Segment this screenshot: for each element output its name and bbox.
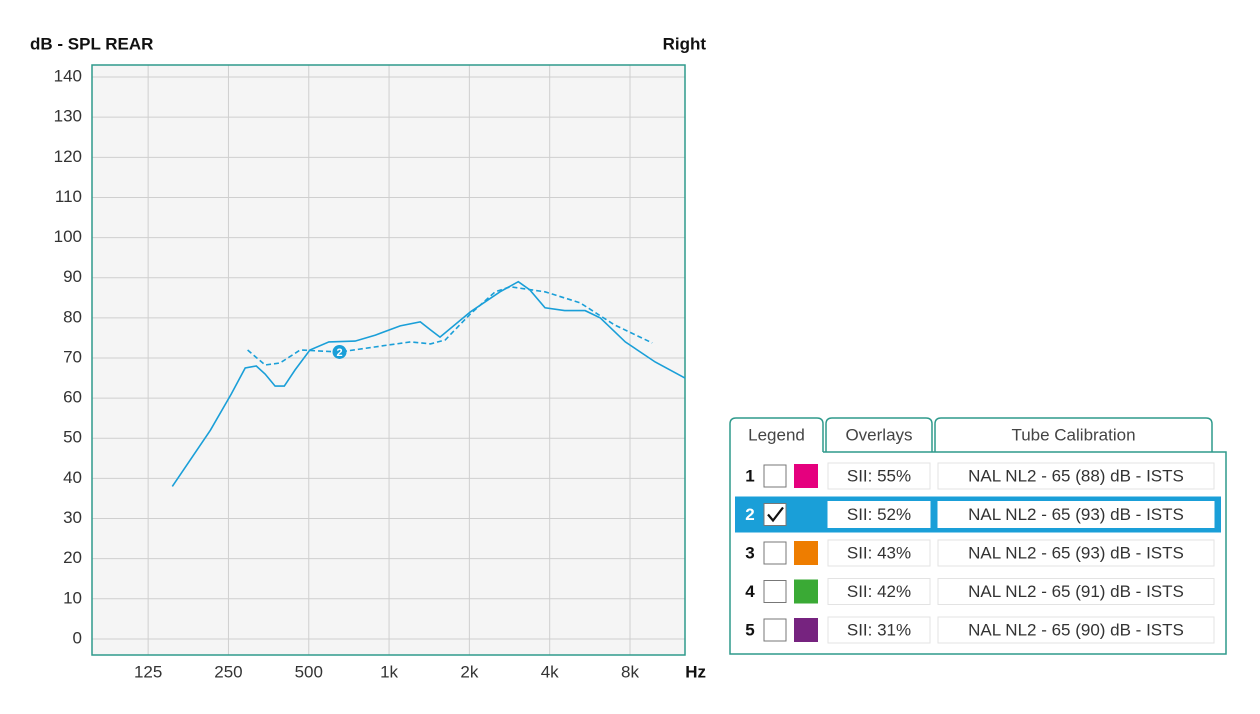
row-description: NAL NL2 - 65 (90) dB - ISTS <box>968 620 1184 639</box>
chart-title: dB - SPL REAR <box>30 34 153 53</box>
x-tick-label: 4k <box>541 662 559 681</box>
row-number: 2 <box>745 505 754 524</box>
row-description: NAL NL2 - 65 (88) dB - ISTS <box>968 466 1184 485</box>
row-description: NAL NL2 - 65 (91) dB - ISTS <box>968 582 1184 601</box>
sii-box <box>827 578 931 605</box>
row-number: 1 <box>745 466 754 485</box>
row-description: NAL NL2 - 65 (93) dB - ISTS <box>968 505 1184 524</box>
y-tick-label: 60 <box>63 388 82 407</box>
tab[interactable] <box>729 417 824 452</box>
checkbox[interactable] <box>763 464 787 488</box>
tab-label[interactable]: Legend <box>748 425 805 444</box>
y-tick-label: 90 <box>63 267 82 286</box>
tab[interactable] <box>825 417 933 452</box>
description-box <box>937 462 1215 490</box>
sii-text: SII: 31% <box>847 620 911 639</box>
row-number: 3 <box>745 543 754 562</box>
sii-box <box>827 501 931 528</box>
row-description: NAL NL2 - 65 (93) dB - ISTS <box>968 543 1184 562</box>
color-swatch <box>794 579 818 604</box>
sii-text: SII: 43% <box>847 543 911 562</box>
sii-box <box>827 539 931 567</box>
data-line <box>171 280 686 487</box>
description-box <box>937 616 1215 644</box>
x-tick-label: 500 <box>295 662 323 681</box>
y-tick-label: 50 <box>63 428 82 447</box>
description-box <box>937 539 1215 567</box>
row-number: 4 <box>745 582 755 601</box>
tab-label[interactable]: Overlays <box>845 425 912 444</box>
sii-box <box>827 462 931 490</box>
y-tick-label: 70 <box>63 347 82 366</box>
tab[interactable] <box>934 417 1213 452</box>
row-number: 5 <box>745 620 754 639</box>
y-tick-label: 0 <box>73 628 82 647</box>
legend-box <box>729 451 1227 655</box>
description-box <box>937 501 1215 528</box>
plot-frame <box>91 64 686 656</box>
y-tick-label: 110 <box>55 187 82 206</box>
y-tick-label: 40 <box>63 468 82 487</box>
y-tick-label: 10 <box>63 588 82 607</box>
color-swatch <box>794 618 818 642</box>
x-tick-label: 125 <box>134 662 162 681</box>
y-tick-label: 80 <box>63 307 82 326</box>
checkbox[interactable] <box>763 618 787 642</box>
checkmark <box>767 506 784 523</box>
color-swatch <box>794 502 818 527</box>
sii-box <box>827 616 931 644</box>
curve-marker <box>332 344 347 359</box>
description-box <box>937 578 1215 605</box>
tab-label[interactable]: Tube Calibration <box>1011 425 1135 444</box>
y-tick-label: 140 <box>54 67 82 86</box>
x-tick-label: 250 <box>214 662 242 681</box>
checkbox[interactable] <box>763 503 787 526</box>
x-tick-label: 8k <box>621 662 639 681</box>
sii-text: SII: 55% <box>847 466 911 485</box>
color-swatch <box>794 541 818 565</box>
plot-area <box>92 65 685 655</box>
y-tick-label: 100 <box>54 227 82 246</box>
checkbox[interactable] <box>763 541 787 565</box>
x-tick-label: 2k <box>460 662 478 681</box>
sii-text: SII: 42% <box>847 582 911 601</box>
y-tick-label: 130 <box>54 107 82 126</box>
y-tick-label: 20 <box>63 548 82 567</box>
x-axis-label: Hz <box>685 662 706 681</box>
chart-subtitle: Right <box>663 34 707 53</box>
y-tick-label: 30 <box>63 508 82 527</box>
color-swatch <box>794 464 818 488</box>
checkbox[interactable] <box>763 580 787 603</box>
data-line <box>247 285 653 366</box>
y-tick-label: 120 <box>54 147 82 166</box>
x-tick-label: 1k <box>380 662 398 681</box>
sii-text: SII: 52% <box>847 505 911 524</box>
curve-marker-label: 2 <box>336 347 342 359</box>
